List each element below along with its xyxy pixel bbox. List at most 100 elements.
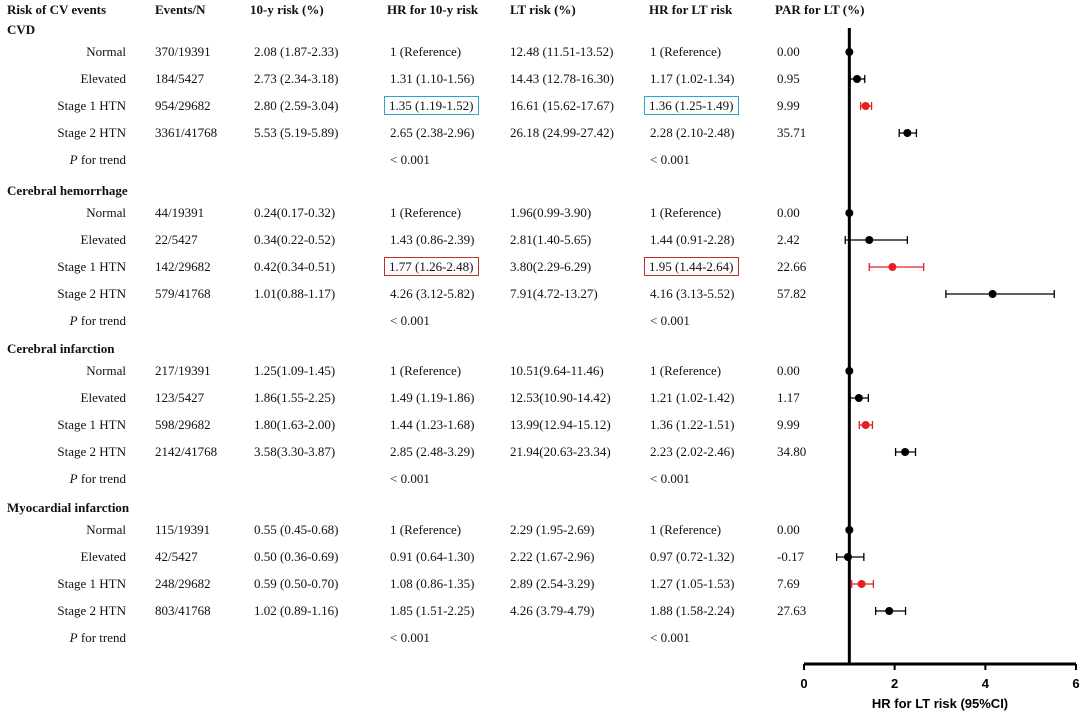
lt-risk-cell: 2.81(1.40-5.65) [510, 230, 591, 250]
highlight-box: 1.36 (1.25-1.49) [644, 96, 739, 115]
cell-value: 21.94(20.63-23.34) [510, 444, 611, 459]
trend-hrlt-cell: < 0.001 [650, 152, 690, 167]
cell-value: 4.16 (3.13-5.52) [650, 286, 735, 301]
lt-risk-cell: 10.51(9.64-11.46) [510, 361, 604, 381]
cell-value: 0.59 (0.50-0.70) [254, 576, 339, 591]
risk10-cell: 3.58(3.30-3.87) [254, 442, 335, 462]
cell-value: 579/41768 [155, 286, 211, 301]
cell-value: 35.71 [777, 125, 807, 140]
trend-hr10-cell: < 0.001 [390, 152, 430, 167]
hr-point [843, 553, 852, 561]
hr10-cell: 0.91 (0.64-1.30) [390, 547, 475, 567]
cell-value: 0.00 [777, 44, 800, 59]
header-10y-risk: 10-y risk (%) [250, 2, 324, 17]
cell-value: 22/5427 [155, 232, 198, 247]
risk10-cell: 2.80 (2.59-3.04) [254, 96, 339, 116]
lt-risk-cell: 4.26 (3.79-4.79) [510, 601, 595, 621]
row-label: Stage 2 HTN [57, 603, 126, 618]
cell-value: 0.97 (0.72-1.32) [650, 549, 735, 564]
x-axis-label: HR for LT risk (95%CI) [872, 696, 1008, 711]
trend-text: for trend [77, 313, 126, 328]
lt-risk-cell: 2.29 (1.95-2.69) [510, 520, 595, 540]
par-cell: 0.00 [777, 520, 800, 540]
cell-value: 44/19391 [155, 205, 205, 220]
lt-risk-cell: 2.89 (2.54-3.29) [510, 574, 595, 594]
table-row: Normal 44/19391 0.24(0.17-0.32) 1 (Referenc… [0, 203, 799, 223]
par-cell: 27.63 [777, 601, 806, 621]
row-label: Stage 2 HTN [57, 444, 126, 459]
hr10-cell: 1.77 (1.26-2.48) [384, 257, 479, 277]
lt-risk-cell: 21.94(20.63-23.34) [510, 442, 611, 462]
row-label: Stage 2 HTN [57, 125, 126, 140]
cell-value: 1.44 (1.23-1.68) [390, 417, 475, 432]
hr-point [885, 607, 894, 615]
cell-value: 4.26 (3.79-4.79) [510, 603, 595, 618]
trend-hr10-cell: < 0.001 [390, 313, 430, 328]
par-cell: 57.82 [777, 284, 806, 304]
cell-value: 1.31 (1.10-1.56) [390, 71, 475, 86]
events-cell: 44/19391 [155, 203, 204, 223]
row-label: Stage 1 HTN [57, 98, 126, 113]
trend-label: P for trend [0, 150, 126, 170]
hrlt-cell: 1.36 (1.25-1.49) [644, 96, 739, 116]
risk10-cell: 1.80(1.63-2.00) [254, 415, 335, 435]
cell-value: -0.17 [777, 549, 805, 564]
cell-value: 3361/41768 [155, 125, 218, 140]
cell-value: 142/29682 [155, 259, 211, 274]
lt-risk-cell: 26.18 (24.99-27.42) [510, 123, 614, 143]
table-row: Stage 1 HTN 598/29682 1.80(1.63-2.00) 1.44 … [0, 415, 799, 435]
cell-value: 27.63 [777, 603, 807, 618]
table-row: Stage 1 HTN 954/29682 2.80 (2.59-3.04) 1.35… [0, 96, 800, 116]
hr-point [845, 367, 854, 375]
hr10-cell: 1.44 (1.23-1.68) [390, 415, 475, 435]
table-row: Stage 1 HTN 142/29682 0.42(0.34-0.51) 1.77 … [0, 257, 806, 277]
cell-value: 1 (Reference) [390, 44, 462, 59]
trend-row: P for trend < 0.001 < 0.001 [0, 628, 790, 648]
cell-value: 22.66 [777, 259, 807, 274]
cell-value: 1 (Reference) [650, 363, 722, 378]
risk10-cell: 1.01(0.88-1.17) [254, 284, 335, 304]
hr-point [903, 129, 912, 137]
cell-value: 1.17 (1.02-1.34) [650, 71, 735, 86]
hr-point [988, 290, 997, 298]
cell-value: 2.23 (2.02-2.46) [650, 444, 735, 459]
cell-value: 2.65 (2.38-2.96) [390, 125, 475, 140]
header-risk: Risk of CV events [7, 2, 107, 17]
trend-text: for trend [77, 471, 126, 486]
cell-value: 1 (Reference) [650, 205, 722, 220]
table-row: Normal 115/19391 0.55 (0.45-0.68) 1 (Refere… [0, 520, 799, 540]
cell-value: 1.49 (1.19-1.86) [390, 390, 475, 405]
cell-value: 2.08 (1.87-2.33) [254, 44, 339, 59]
cell-value: 26.18 (24.99-27.42) [510, 125, 614, 140]
hr-point [845, 209, 854, 217]
cell-value: 1.08 (0.86-1.35) [390, 576, 475, 591]
cell-value: 2.81(1.40-5.65) [510, 232, 592, 247]
cell-value: 1.44 (0.91-2.28) [650, 232, 735, 247]
cell-value: 1.85 (1.51-2.25) [390, 603, 475, 618]
trend-hrlt-cell: < 0.001 [650, 313, 690, 328]
hrlt-cell: 1 (Reference) [650, 203, 721, 223]
trend-hrlt-cell: < 0.001 [650, 630, 690, 645]
hr10-cell: 1.35 (1.19-1.52) [384, 96, 479, 116]
cell-value: 3.80(2.29-6.29) [510, 259, 592, 274]
risk10-cell: 0.42(0.34-0.51) [254, 257, 335, 277]
trend-row: P for trend < 0.001 < 0.001 [0, 469, 790, 489]
table-row: Stage 1 HTN 248/29682 0.59 (0.50-0.70) 1.08… [0, 574, 799, 594]
cell-value: 248/29682 [155, 576, 211, 591]
hr-point [861, 102, 870, 110]
trend-text: for trend [77, 630, 126, 645]
row-label: Elevated [80, 549, 126, 564]
table-row: Normal 217/19391 1.25(1.09-1.45) 1 (Referen… [0, 361, 799, 381]
par-cell: 0.95 [777, 69, 800, 89]
trend-hrlt-cell: < 0.001 [650, 471, 690, 486]
events-cell: 954/29682 [155, 96, 211, 116]
risk10-cell: 0.24(0.17-0.32) [254, 203, 335, 223]
lt-risk-cell: 1.96(0.99-3.90) [510, 203, 591, 223]
cell-value: 370/19391 [155, 44, 211, 59]
par-cell: 0.00 [777, 361, 800, 381]
lt-risk-cell: 12.53(10.90-14.42) [510, 388, 611, 408]
hr10-cell: 2.85 (2.48-3.29) [390, 442, 475, 462]
hr-point [853, 75, 862, 83]
